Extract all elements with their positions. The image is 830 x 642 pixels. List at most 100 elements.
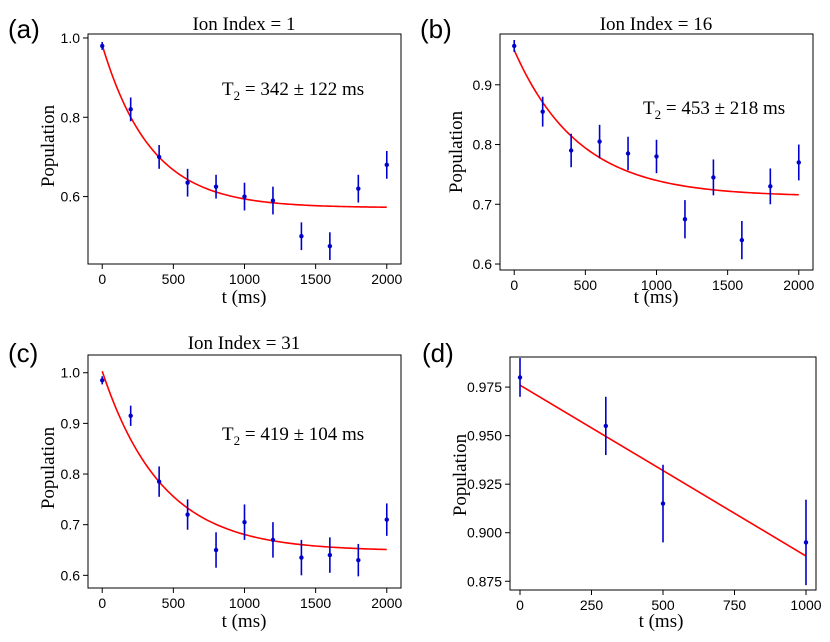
data-point <box>540 109 545 114</box>
data-point <box>739 237 745 243</box>
x-tick-label: 250 <box>580 597 604 613</box>
panel-a: (a) Ion Index = 1 Population t (ms) T2 =… <box>8 14 403 308</box>
panel-label: (d) <box>422 338 454 368</box>
data-point <box>128 107 133 112</box>
data-point <box>242 194 247 199</box>
chart-title: Ion Index = 31 <box>188 333 301 354</box>
data-point <box>327 552 333 558</box>
chart-title: Ion Index = 1 <box>192 14 295 35</box>
x-tick-label: 0 <box>98 271 106 287</box>
y-tick-label: 0.925 <box>467 476 502 492</box>
annotation-t2: T2 = 453 ± 218 ms <box>643 98 785 122</box>
data-point <box>156 154 162 160</box>
y-axis-label: Population <box>450 433 471 516</box>
data-point <box>242 519 247 525</box>
x-tick-label: 2000 <box>371 271 402 287</box>
data-point <box>100 43 105 49</box>
y-tick-label: 0.9 <box>61 415 81 431</box>
fit-line <box>513 49 799 196</box>
data-point <box>682 217 688 222</box>
data-point <box>803 540 809 545</box>
y-tick-label: 0.9 <box>473 77 493 93</box>
chart-title: Ion Index = 16 <box>600 14 713 35</box>
annotation-t2: T2 = 342 ± 122 ms <box>222 79 364 103</box>
y-tick-label: 0.900 <box>467 525 502 541</box>
x-tick-label: 2000 <box>783 277 814 293</box>
x-axis-label: t (ms) <box>634 287 679 308</box>
panel-c: (c) Ion Index = 31 Population t (ms) T2 … <box>8 333 403 632</box>
data-point <box>603 423 609 429</box>
data-point <box>597 139 602 144</box>
y-tick-label: 0.7 <box>473 196 493 212</box>
data-point <box>384 517 389 522</box>
plot-frame <box>87 33 402 265</box>
y-tick-label: 0.6 <box>61 189 81 205</box>
data-point <box>327 243 333 249</box>
x-tick-label: 1000 <box>229 271 260 287</box>
data-point <box>185 180 190 185</box>
x-tick-label: 1500 <box>712 277 743 293</box>
y-tick-label: 0.875 <box>467 573 502 589</box>
x-axis-label: t (ms) <box>222 611 267 632</box>
data-point <box>185 512 190 517</box>
y-tick-label: 0.8 <box>61 109 81 125</box>
data-point <box>796 160 801 165</box>
x-tick-label: 1000 <box>229 595 260 611</box>
x-tick-label: 750 <box>723 597 747 613</box>
data-point <box>213 184 219 189</box>
x-axis-label: t (ms) <box>639 611 684 632</box>
y-tick-label: 0.8 <box>61 466 81 482</box>
data-point <box>654 154 659 159</box>
panel-label: (b) <box>420 14 452 44</box>
x-tick-label: 1000 <box>790 597 821 613</box>
panel-label: (c) <box>8 338 38 368</box>
data-point <box>270 198 276 203</box>
data-point <box>156 479 162 484</box>
data-point <box>299 555 304 560</box>
y-tick-label: 1.0 <box>61 30 81 46</box>
x-tick-label: 0 <box>510 277 518 293</box>
panel-label: (a) <box>8 14 40 44</box>
x-tick-label: 500 <box>162 595 186 611</box>
plot-frame <box>87 354 402 589</box>
y-tick-label: 0.8 <box>473 137 493 153</box>
data-point <box>213 547 219 553</box>
data-point <box>768 184 773 189</box>
y-tick-label: 0.6 <box>61 567 81 583</box>
data-point <box>568 148 574 153</box>
panel-b: (b) Ion Index = 16 Population t (ms) T2 … <box>420 14 815 308</box>
x-tick-label: 0 <box>516 597 524 613</box>
y-axis-label: Population <box>38 426 59 509</box>
x-tick-label: 1000 <box>641 277 672 293</box>
x-tick-label: 1500 <box>300 271 331 287</box>
data-point <box>517 375 523 380</box>
data-point <box>356 557 361 563</box>
data-point <box>660 501 666 506</box>
data-point <box>384 162 389 168</box>
y-tick-label: 0.975 <box>467 379 502 395</box>
data-point <box>356 186 361 191</box>
annotation-t2: T2 = 419 ± 104 ms <box>222 424 364 448</box>
y-tick-label: 0.6 <box>473 256 493 272</box>
x-axis-label: t (ms) <box>222 287 267 308</box>
y-tick-label: 0.950 <box>467 428 502 444</box>
x-tick-label: 500 <box>162 271 186 287</box>
panel-d: (d) Population t (ms) 0 250 500 750 1000 0.87… <box>422 338 822 632</box>
y-tick-label: 0.7 <box>61 517 81 533</box>
x-tick-label: 1500 <box>300 595 331 611</box>
data-point <box>625 151 631 156</box>
y-axis-label: Population <box>38 104 59 187</box>
data-point <box>299 234 304 239</box>
x-tick-label: 0 <box>98 595 106 611</box>
x-tick-label: 500 <box>574 277 598 293</box>
x-tick-label: 2000 <box>371 595 402 611</box>
data-point <box>100 378 105 383</box>
y-tick-label: 1.0 <box>61 365 81 381</box>
y-axis-label: Population <box>446 110 467 193</box>
x-tick-label: 500 <box>651 597 675 613</box>
data-point <box>711 175 716 180</box>
data-point <box>512 43 517 49</box>
data-point <box>128 413 133 418</box>
data-point <box>270 537 276 543</box>
